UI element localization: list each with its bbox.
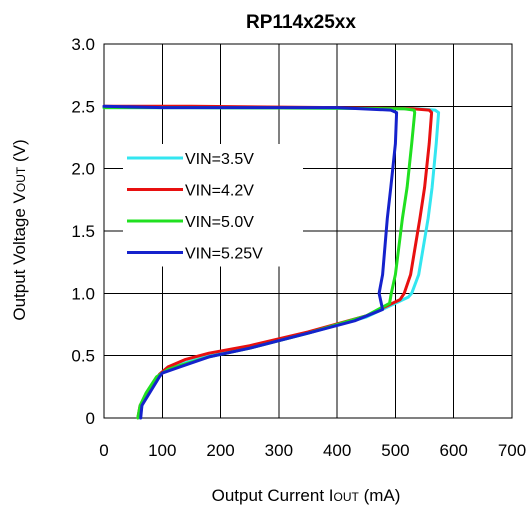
- x-tick-label: 500: [381, 441, 409, 460]
- axis-label-main: Output Current I: [212, 486, 334, 505]
- series-line: [102, 104, 399, 420]
- axis-label-unit: (V): [10, 139, 29, 166]
- legend-box: [123, 144, 303, 267]
- y-tick-label: 1.0: [71, 284, 95, 303]
- x-tick-label: 600: [440, 441, 468, 460]
- y-tick-label: 3.0: [71, 35, 95, 54]
- x-tick-label: 200: [206, 441, 234, 460]
- axis-label-unit: (mA): [359, 486, 401, 505]
- legend-label: VIN=5.25V: [185, 246, 263, 263]
- x-axis-label: Output Current IOUT (mA): [212, 486, 401, 505]
- x-axis-ticks: 0 100 200 300 400 500 600 700: [99, 441, 526, 460]
- axis-label-subscript: OUT: [334, 490, 360, 504]
- x-tick-label: 100: [148, 441, 176, 460]
- chart-title: RP114x25xx: [246, 12, 356, 33]
- legend-label: VIN=5.0V: [185, 214, 254, 231]
- y-tick-label: 0.5: [71, 347, 95, 366]
- x-tick-label: 400: [323, 441, 351, 460]
- legend: VIN=3.5V VIN=4.2V VIN=5.0V VIN=5.25V: [123, 144, 303, 267]
- legend-label: VIN=3.5V: [185, 151, 254, 168]
- x-tick-label: 300: [265, 441, 293, 460]
- axis-label-main: Output Voltage V: [10, 191, 29, 320]
- x-tick-label: 700: [498, 441, 526, 460]
- y-tick-label: 2.5: [71, 97, 95, 116]
- y-axis-ticks: 0 0.5 1.0 1.5 2.0 2.5 3.0: [71, 35, 95, 428]
- x-tick-label: 0: [99, 441, 108, 460]
- series-lines: [102, 104, 441, 420]
- legend-label: VIN=4.2V: [185, 183, 254, 200]
- y-tick-label: 0: [86, 409, 95, 428]
- plot-frame: [103, 43, 513, 419]
- axis-label-subscript: OUT: [14, 166, 28, 192]
- y-tick-label: 2.0: [71, 160, 95, 179]
- y-tick-label: 1.5: [71, 222, 95, 241]
- y-axis-label: Output Voltage VOUT (V): [10, 139, 29, 320]
